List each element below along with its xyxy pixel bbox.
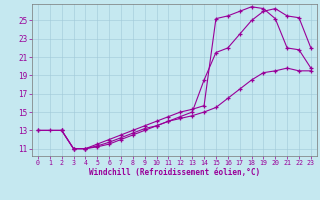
X-axis label: Windchill (Refroidissement éolien,°C): Windchill (Refroidissement éolien,°C) (89, 168, 260, 177)
